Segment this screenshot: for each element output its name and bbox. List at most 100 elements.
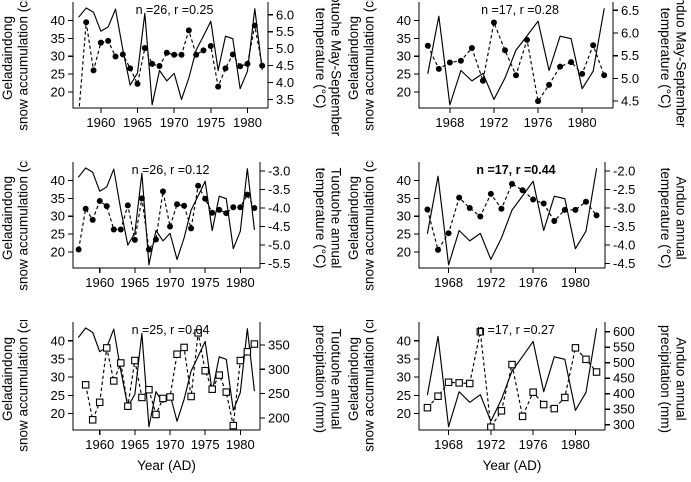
data-point-marker bbox=[244, 191, 251, 198]
x-tick-label: 1965 bbox=[120, 437, 149, 452]
y-left-tick-label: 20 bbox=[51, 84, 65, 99]
x-tick-label: 1975 bbox=[191, 437, 220, 452]
data-point-marker bbox=[159, 394, 167, 403]
data-point-marker bbox=[561, 206, 568, 213]
y-right-tick-label: 300 bbox=[268, 362, 290, 377]
x-tick-label: 1972 bbox=[476, 275, 505, 290]
data-point-marker bbox=[229, 421, 238, 430]
data-point-marker bbox=[152, 410, 160, 419]
x-tick-label: 1960 bbox=[86, 115, 115, 130]
data-point-marker bbox=[134, 80, 141, 87]
data-point-marker bbox=[152, 236, 159, 243]
data-point-marker bbox=[479, 77, 486, 84]
y-axis-right-title: Anduo annualprecipitation (mm) bbox=[658, 325, 689, 433]
y-axis-right-title: Anduo annualtemperature (°C) bbox=[658, 168, 689, 269]
y-left-tick-label: 35 bbox=[397, 351, 411, 366]
data-point-marker bbox=[434, 392, 442, 400]
data-point-marker bbox=[195, 182, 202, 189]
y-left-tick-label: 40 bbox=[51, 173, 65, 188]
data-point-marker bbox=[88, 416, 97, 424]
series-line-solid bbox=[427, 8, 605, 106]
data-point-marker bbox=[97, 39, 104, 46]
y-left-tick-label: 40 bbox=[51, 333, 65, 348]
y-axis-left-title: Geladaindongsnow accumulation (cm) bbox=[0, 160, 31, 291]
y-left-tick-label: 30 bbox=[51, 49, 65, 64]
data-point-marker bbox=[229, 51, 236, 58]
data-point-marker bbox=[178, 51, 185, 58]
y-left-tick-label: 30 bbox=[51, 370, 65, 385]
data-point-marker bbox=[546, 81, 553, 88]
data-point-marker bbox=[230, 204, 237, 211]
y-right-tick-label: -4.0 bbox=[613, 238, 635, 253]
x-tick-label: 1965 bbox=[123, 115, 152, 130]
data-point-marker bbox=[509, 180, 515, 187]
y-right-tick-label: 200 bbox=[268, 410, 290, 425]
data-point-marker bbox=[145, 246, 152, 253]
chart-panel-anduo-annual-precipitation: 1968 1972 1976 1980 20 25 30 35 40 300 350 400 450 50… bbox=[346, 320, 691, 482]
series-line-dashed bbox=[426, 183, 598, 251]
y-right-tick-label: 5.5 bbox=[276, 24, 294, 39]
data-point-marker bbox=[138, 393, 146, 402]
x-tick-label: 1960 bbox=[85, 275, 114, 290]
y-left-tick-label: 25 bbox=[397, 227, 411, 242]
stats-annotation: n =17, r =0.44 bbox=[476, 163, 555, 177]
data-point-marker bbox=[102, 344, 111, 352]
axes-frame: 1968 1972 1976 1980 20 25 30 35 40 4.5 5.0 5.5 6.0 6.… bbox=[397, 2, 639, 130]
data-point-marker bbox=[476, 327, 485, 336]
y-left-tick-label: 25 bbox=[397, 67, 411, 82]
y-left-tick-label: 30 bbox=[397, 49, 411, 64]
y-left-tick-label: 40 bbox=[51, 13, 65, 28]
y-left-tick-label: 30 bbox=[397, 209, 411, 224]
data-point-marker bbox=[194, 329, 202, 337]
x-tick-label: 1980 bbox=[561, 275, 590, 290]
data-point-marker bbox=[550, 404, 559, 413]
y-left-tick-label: 30 bbox=[51, 209, 65, 224]
y-right-tick-label: -4.5 bbox=[268, 219, 290, 234]
data-point-marker bbox=[561, 393, 569, 402]
y-left-tick-label: 30 bbox=[397, 370, 411, 385]
data-point-marker bbox=[530, 196, 537, 203]
data-point-marker bbox=[185, 27, 192, 34]
data-point-marker bbox=[423, 403, 432, 412]
data-point-marker bbox=[127, 65, 134, 72]
data-point-marker bbox=[193, 51, 200, 58]
data-point-marker bbox=[138, 195, 145, 202]
data-point-marker bbox=[112, 53, 119, 60]
x-tick-label: 1970 bbox=[156, 437, 185, 452]
data-point-marker bbox=[131, 236, 138, 243]
y-right-tick-label: -3.5 bbox=[268, 182, 290, 197]
data-point-marker bbox=[208, 385, 216, 393]
data-point-marker bbox=[83, 19, 90, 26]
series-line-solid bbox=[426, 328, 598, 428]
data-point-marker bbox=[457, 57, 464, 64]
y-right-tick-label: 4.5 bbox=[621, 94, 639, 109]
x-tick-label: 1970 bbox=[156, 275, 185, 290]
y-right-tick-label: 450 bbox=[613, 371, 635, 386]
y-right-tick-label: 4.5 bbox=[276, 58, 294, 73]
data-point-marker bbox=[466, 205, 473, 211]
data-point-marker bbox=[117, 359, 125, 367]
y-axis-right-title: Tuotuohe annualtemperature (°C) bbox=[313, 168, 344, 269]
y-right-tick-label: -5.0 bbox=[268, 238, 290, 253]
y-left-tick-label: 25 bbox=[397, 388, 411, 403]
y-right-tick-label: 550 bbox=[613, 340, 635, 355]
axes-frame: 1960 1965 1970 1975 1980 20 25 30 35 40 -5.5 -5.0 -4… bbox=[51, 162, 290, 290]
data-point-marker bbox=[444, 378, 453, 387]
y-axis-left-title: Geladaindongsnow accumulation (cm) bbox=[346, 320, 377, 452]
data-point-marker bbox=[188, 225, 195, 232]
data-point-marker bbox=[96, 197, 103, 204]
x-tick-label: 1980 bbox=[561, 437, 590, 452]
y-axis-right-title: Tuotuohe annualprecipitation (mm) bbox=[313, 325, 344, 433]
data-point-marker bbox=[582, 198, 589, 205]
data-point-marker bbox=[119, 51, 126, 58]
axes-frame: 1960 1965 1970 1975 1980 20 25 30 35 40 200 250 300 3… bbox=[51, 322, 290, 452]
y-right-tick-label: 5.0 bbox=[621, 71, 639, 86]
y-right-tick-label: 500 bbox=[613, 355, 635, 370]
data-point-marker bbox=[163, 49, 170, 56]
x-tick-label: 1968 bbox=[435, 115, 464, 130]
stats-annotation: n =17, r =0.27 bbox=[477, 323, 555, 337]
stats-annotation: n =17, r =0.28 bbox=[481, 3, 559, 17]
data-point-marker bbox=[590, 42, 597, 49]
data-point-marker bbox=[529, 388, 537, 396]
x-tick-label: 1980 bbox=[233, 115, 262, 130]
